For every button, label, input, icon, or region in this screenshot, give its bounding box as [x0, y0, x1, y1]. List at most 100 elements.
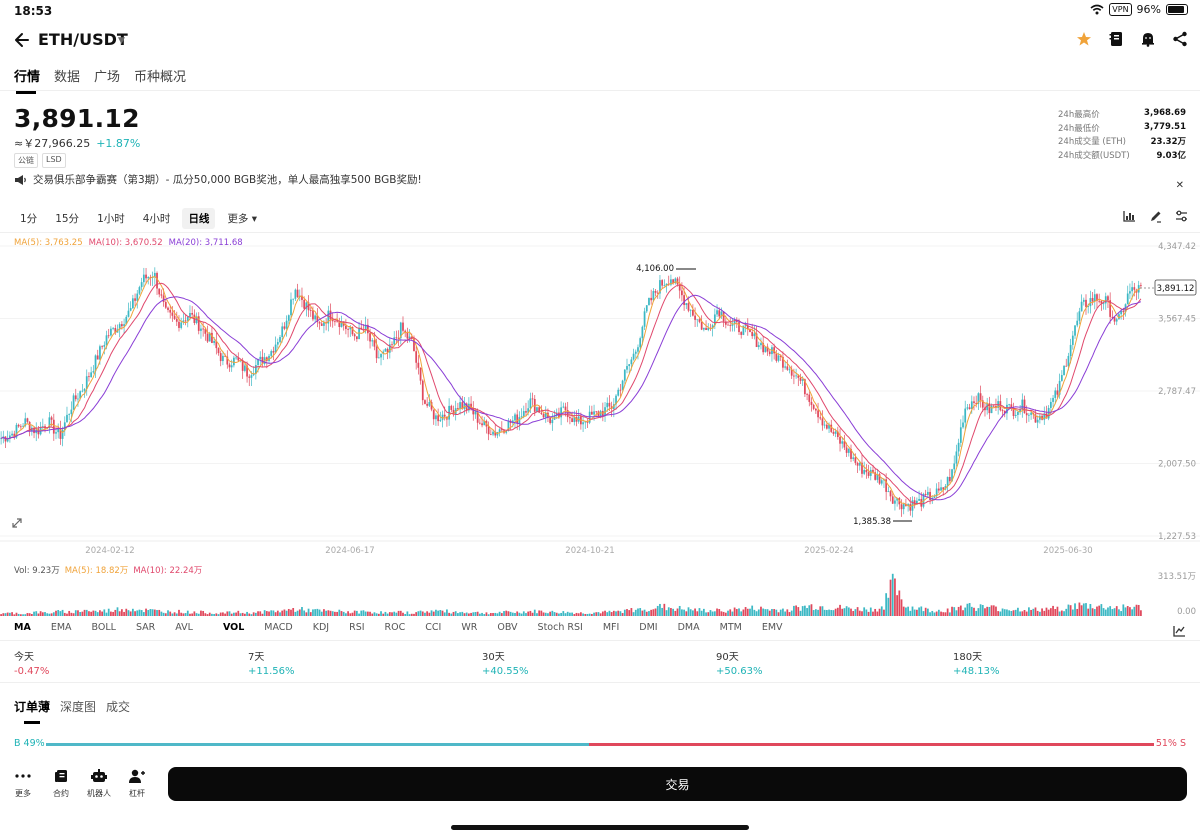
nav-bot[interactable]: 机器人 — [84, 768, 114, 799]
tab-coin-overview[interactable]: 币种概况 — [134, 70, 187, 85]
candle-body — [79, 391, 82, 399]
trade-button[interactable]: 交易 — [168, 767, 1187, 801]
volume-bar — [946, 608, 949, 616]
volume-bar — [349, 613, 352, 616]
volume-bar — [99, 610, 101, 616]
close-icon[interactable]: ✕ — [1175, 180, 1184, 191]
indicator-settings-icon[interactable] — [1173, 622, 1186, 641]
nav-margin[interactable]: 杠杆 — [122, 768, 152, 799]
volume-bar — [129, 611, 132, 616]
candle-body — [628, 364, 631, 367]
candle-body — [529, 398, 532, 409]
indicator-dma[interactable]: DMA — [677, 622, 700, 633]
price-chart[interactable]: 4,347.42 3,567.45 2,787.47 2,007.50 1,227.53… — [0, 236, 1200, 620]
candle-body — [1087, 306, 1090, 307]
tag-lsd[interactable]: LSD — [42, 153, 66, 168]
volume-bar — [489, 613, 492, 616]
volume-bar — [366, 611, 369, 616]
nav-futures[interactable]: 合约 — [46, 768, 76, 799]
interval-15m[interactable]: 15分 — [55, 213, 80, 225]
volume-bar — [1008, 610, 1011, 616]
indicator-avl[interactable]: AVL — [175, 622, 193, 633]
volume-bar — [630, 608, 633, 616]
nav-more[interactable]: 更多 — [8, 768, 38, 799]
indicator-roc[interactable]: ROC — [384, 622, 406, 633]
candle-body — [979, 393, 982, 401]
candle-body — [81, 390, 84, 392]
status-icons: VPN 96% — [1090, 3, 1188, 16]
candle-body — [118, 324, 121, 330]
indicator-stoch-rsi[interactable]: Stoch RSI — [537, 622, 583, 633]
indicator-emv[interactable]: EMV — [761, 622, 783, 633]
candle-body — [63, 422, 66, 430]
perf-value: +48.13% — [953, 666, 1000, 677]
interval-4h[interactable]: 4小时 — [142, 213, 171, 225]
volume-bar — [1049, 608, 1052, 616]
favorite-star-icon[interactable] — [1074, 28, 1094, 50]
settings-sliders-icon[interactable] — [1174, 209, 1188, 223]
interval-1h[interactable]: 1小时 — [97, 213, 125, 225]
indicator-wr[interactable]: WR — [461, 622, 478, 633]
candle-body — [388, 344, 391, 353]
indicator-macd[interactable]: MACD — [264, 622, 293, 633]
candle-body — [1063, 365, 1065, 376]
indicator-kdj[interactable]: KDJ — [312, 622, 330, 633]
volume-bar — [992, 605, 995, 616]
indicator-ma[interactable]: MA — [14, 622, 31, 633]
tab-depth[interactable]: 深度图 — [60, 700, 97, 714]
indicator-mfi[interactable]: MFI — [602, 622, 620, 633]
indicator-ema[interactable]: EMA — [50, 622, 72, 633]
candle-body — [863, 469, 866, 474]
candle-body — [571, 418, 573, 423]
y-tick-label: 1,227.53 — [1158, 532, 1196, 542]
volume-bar — [355, 610, 358, 616]
draw-tool-icon[interactable] — [1148, 209, 1162, 223]
share-icon[interactable] — [1170, 28, 1190, 50]
candle-body — [180, 322, 183, 328]
candle-body — [140, 282, 143, 288]
volume-bar — [999, 611, 1002, 616]
tag-public-chain[interactable]: 公链 — [14, 153, 38, 168]
tab-trades[interactable]: 成交 — [106, 700, 131, 714]
volume-legend: Vol: 9.23万 MA(5): 18.82万 MA(10): 22.24万 — [14, 564, 202, 576]
indicator-sar[interactable]: SAR — [135, 622, 156, 633]
interval-1d[interactable]: 日线 — [182, 208, 216, 229]
interval-1m[interactable]: 1分 — [20, 213, 38, 225]
volume-bar — [257, 611, 259, 616]
volume-bar — [193, 611, 196, 616]
indicator-boll[interactable]: BOLL — [91, 622, 116, 633]
notebook-icon[interactable] — [1106, 28, 1126, 50]
candle-body — [786, 366, 789, 370]
volume-bar — [345, 613, 347, 616]
indicator-vol[interactable]: VOL — [222, 622, 245, 633]
indicator-obv[interactable]: OBV — [497, 622, 518, 633]
expand-icon[interactable] — [12, 518, 22, 528]
indicator-mtm[interactable]: MTM — [719, 622, 742, 633]
volume-bar — [518, 612, 521, 616]
tab-orderbook[interactable]: 订单薄 — [14, 700, 51, 724]
candle-body — [880, 480, 883, 484]
candle-body — [259, 356, 262, 360]
announcement-banner[interactable]: 交易俱乐部争霸赛（第3期）- 瓜分50,000 BGB奖池，单人最高独享500 … — [14, 172, 422, 187]
volume-bar — [569, 612, 571, 616]
candle-body — [977, 393, 980, 404]
back-arrow-icon[interactable] — [12, 29, 34, 51]
indicator-cci[interactable]: CCI — [425, 622, 442, 633]
chart-type-icon[interactable] — [1122, 209, 1136, 223]
candle-body — [158, 288, 161, 295]
indicator-dmi[interactable]: DMI — [639, 622, 658, 633]
candle-body — [301, 295, 303, 300]
indicator-rsi[interactable]: RSI — [349, 622, 365, 633]
interval-more[interactable]: 更多 ▾ — [227, 213, 258, 225]
candle-body — [1085, 299, 1087, 307]
candle-body — [746, 325, 749, 330]
candle-body — [112, 328, 114, 329]
tab-market[interactable]: 行情 — [14, 66, 40, 94]
chevron-down-icon[interactable]: ▼ — [118, 36, 125, 46]
alert-bell-icon[interactable] — [1138, 28, 1158, 50]
tab-data[interactable]: 数据 — [54, 70, 81, 85]
tab-square[interactable]: 广场 — [94, 70, 121, 85]
candle-body — [988, 403, 991, 414]
trading-pair-title[interactable]: ETH/USDT — [38, 30, 128, 49]
candle-body — [1039, 415, 1041, 420]
